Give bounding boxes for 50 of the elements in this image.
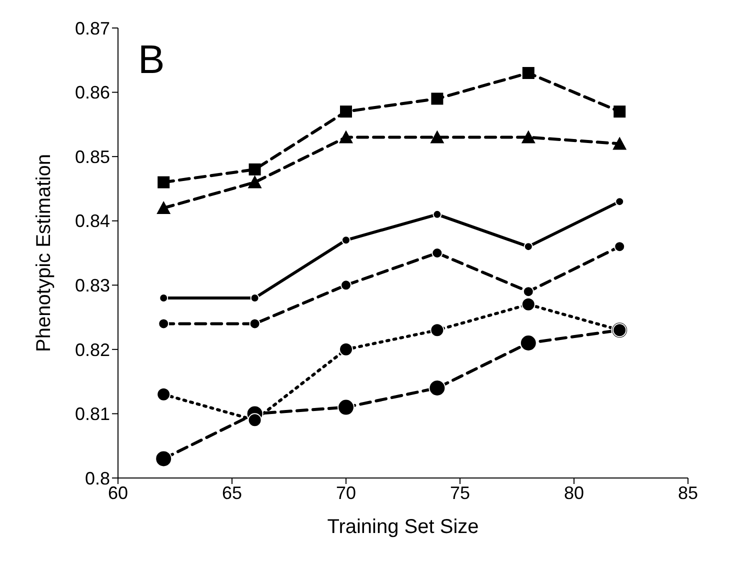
x-axis-title: Training Set Size — [327, 516, 479, 538]
point — [248, 413, 262, 428]
point — [614, 241, 626, 252]
point — [521, 297, 536, 312]
x-tick-label: 60 — [108, 482, 128, 503]
point — [339, 342, 353, 356]
point — [155, 450, 172, 468]
point — [158, 318, 170, 330]
y-tick-label: 0.83 — [74, 276, 110, 296]
point — [522, 67, 534, 79]
point — [340, 280, 352, 291]
point — [432, 248, 443, 258]
y-tick-label: 0.8 — [84, 468, 110, 488]
point — [522, 286, 534, 298]
point — [340, 106, 352, 118]
x-tick-label: 80 — [564, 482, 584, 503]
point — [430, 130, 444, 144]
x-tick-label: 70 — [336, 482, 356, 503]
y-axis-title: Phenotypic Estimation — [33, 154, 56, 352]
point — [612, 136, 627, 150]
y-tick-label: 0.81 — [74, 404, 110, 424]
point — [156, 387, 171, 402]
point — [524, 242, 533, 252]
point — [614, 106, 626, 118]
annotation: B — [138, 38, 165, 83]
point — [248, 175, 262, 188]
point — [615, 197, 624, 206]
point — [249, 318, 260, 330]
point — [432, 210, 442, 219]
point — [520, 334, 537, 352]
point — [521, 130, 536, 144]
x-tick-label: 75 — [450, 482, 470, 503]
point — [431, 92, 444, 105]
point — [248, 163, 261, 176]
point — [339, 130, 353, 144]
y-tick-label: 0.85 — [74, 146, 110, 167]
y-tick-label: 0.84 — [74, 211, 110, 232]
point — [338, 398, 354, 416]
point — [430, 323, 444, 338]
point — [342, 236, 350, 245]
point — [159, 294, 168, 302]
point — [250, 294, 260, 302]
point — [158, 176, 170, 188]
x-tick-label: 65 — [222, 482, 242, 503]
x-tick-label: 85 — [678, 482, 698, 503]
y-tick-label: 0.87 — [74, 18, 110, 38]
point — [156, 201, 171, 214]
y-tick-label: 0.86 — [74, 82, 110, 103]
point — [428, 380, 446, 396]
y-tick-label: 0.82 — [74, 340, 110, 360]
